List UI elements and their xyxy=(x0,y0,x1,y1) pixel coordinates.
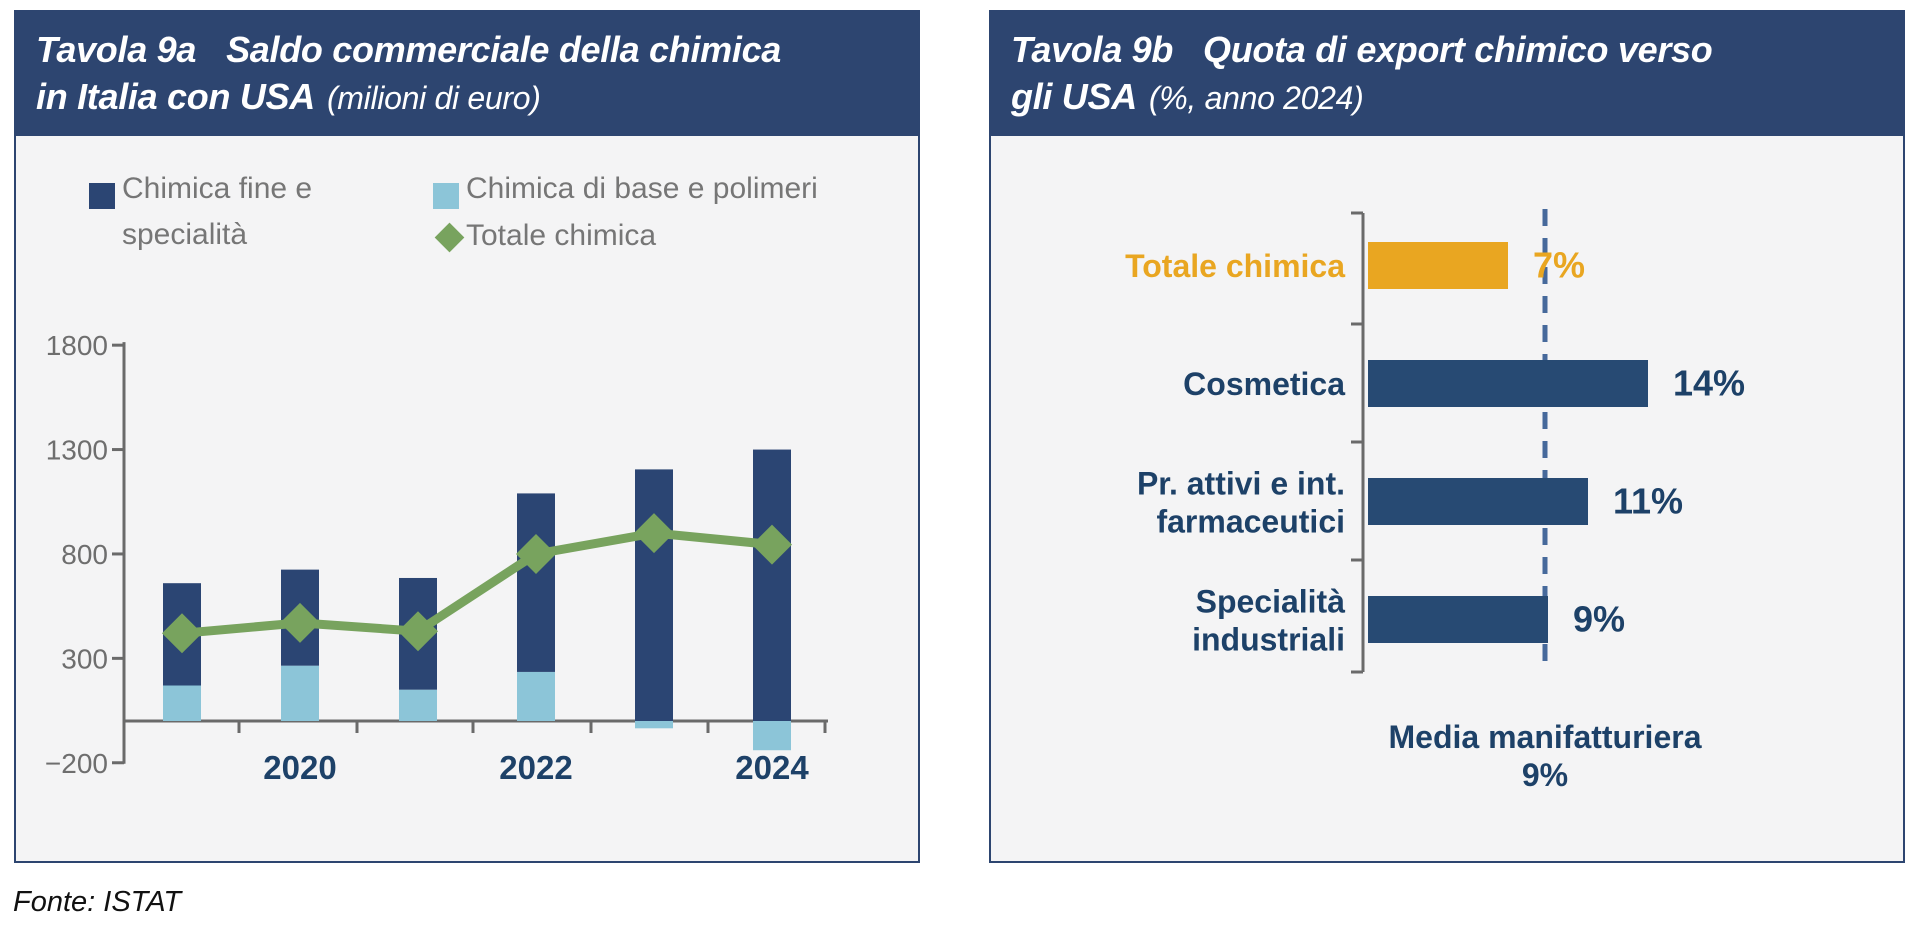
totale-chimica-marker-2021 xyxy=(398,611,438,652)
saldo-commerciale-chart: 1800 1300 800 300 −200 2020 2022 2024 xyxy=(45,330,828,786)
legend-label-chimica-fine: Chimica fine e specialità xyxy=(122,172,313,251)
value-label: 11% xyxy=(1613,481,1683,522)
totale-chimica-marker-2024 xyxy=(752,524,792,565)
x-axis-year-label: 2022 xyxy=(499,749,572,786)
left-title-main1: Saldo commerciale della chimica xyxy=(226,29,782,70)
category-label: Cosmetica xyxy=(1183,366,1345,402)
media-manifatturiera-label: Media manifatturiera xyxy=(1389,719,1702,755)
x-axis-year-label: 2020 xyxy=(263,749,336,786)
bar-chimica-fine-2024 xyxy=(753,449,791,721)
bar-totale-chimica xyxy=(1368,242,1508,289)
bar-chimica-fine-2022 xyxy=(517,493,555,672)
panel-tavola-9a: Tavola 9a Saldo commerciale della chimica… xyxy=(14,10,920,863)
x-axis-year-label: 2024 xyxy=(735,749,809,786)
y-tick-label: 1300 xyxy=(46,435,108,466)
bar-chimica-fine-2023 xyxy=(635,469,673,721)
category-label: Totale chimica xyxy=(1125,248,1345,284)
y-tick-label: 1800 xyxy=(46,330,108,361)
totale-chimica-marker-2019 xyxy=(162,613,202,654)
category-label: farmaceutici xyxy=(1156,504,1345,540)
value-label: 9% xyxy=(1573,599,1625,640)
bar-categoria-2 xyxy=(1368,478,1588,525)
value-label: 14% xyxy=(1673,363,1745,404)
bar-chimica-base-2021 xyxy=(399,689,437,721)
right-title-tavola: Tavola 9b xyxy=(1011,29,1174,70)
right-title-main2: gli USA xyxy=(1011,76,1137,117)
legend-swatch-chimica-fine xyxy=(89,183,115,209)
totale-chimica-marker-2020 xyxy=(280,602,320,643)
bar-categoria-1 xyxy=(1368,360,1648,407)
right-panel-title-line1: Tavola 9b Quota di export chimico verso xyxy=(1011,26,1885,73)
totale-chimica-line xyxy=(181,528,773,638)
left-title-tavola: Tavola 9a xyxy=(36,29,197,70)
totale-chimica-marker-2023 xyxy=(634,513,674,554)
right-panel-title-line2: gli USA (%, anno 2024) xyxy=(1011,73,1885,122)
category-label: industriali xyxy=(1192,622,1345,658)
category-label: Specialità xyxy=(1196,584,1346,620)
left-panel-title-line2: in Italia con USA (milioni di euro) xyxy=(36,73,900,122)
left-panel-title-line1: Tavola 9a Saldo commerciale della chimica xyxy=(36,26,900,73)
category-label: Pr. attivi e int. xyxy=(1137,466,1345,502)
left-title-main2: in Italia con USA xyxy=(36,76,315,117)
right-title-unit: (%, anno 2024) xyxy=(1148,80,1364,116)
bar-chimica-base-2022 xyxy=(517,671,555,721)
media-manifatturiera-value: 9% xyxy=(1522,757,1568,793)
legend-swatch-chimica-base xyxy=(433,183,459,209)
y-tick-label: 800 xyxy=(61,539,108,570)
bar-chimica-base-2024 xyxy=(753,721,791,751)
totale-chimica-marker-2022 xyxy=(516,533,556,574)
left-title-unit: (milioni di euro) xyxy=(326,80,541,116)
y-tick-label: 300 xyxy=(61,643,108,674)
value-label: 7% xyxy=(1533,245,1585,286)
legend-label-totale-chimica: Totale chimica xyxy=(466,219,657,252)
bar-chimica-base-2023 xyxy=(635,721,673,729)
left-chart-area: Chimica fine e specialità Chimica di bas… xyxy=(16,136,918,861)
y-tick-label: −200 xyxy=(45,748,108,779)
legend-label-chimica-base: Chimica di base e polimeri xyxy=(466,172,818,205)
right-chart-area: 7% Totale chimica 14% Cosmetica 11% Pr. attiv… xyxy=(991,136,1903,861)
quota-export-chart: 7% Totale chimica 14% Cosmetica 11% Pr. attiv… xyxy=(1125,209,1745,793)
panel-tavola-9b: Tavola 9b Quota di export chimico verso g… xyxy=(989,10,1905,863)
bar-chimica-base-2019 xyxy=(163,685,201,721)
right-panel-header: Tavola 9b Quota di export chimico verso g… xyxy=(991,12,1903,136)
bar-categoria-3 xyxy=(1368,596,1548,643)
right-title-main1: Quota di export chimico verso xyxy=(1203,29,1713,70)
bar-chimica-base-2020 xyxy=(281,665,319,721)
left-panel-header: Tavola 9a Saldo commerciale della chimica… xyxy=(16,12,918,136)
source-note: Fonte: ISTAT xyxy=(13,886,182,918)
